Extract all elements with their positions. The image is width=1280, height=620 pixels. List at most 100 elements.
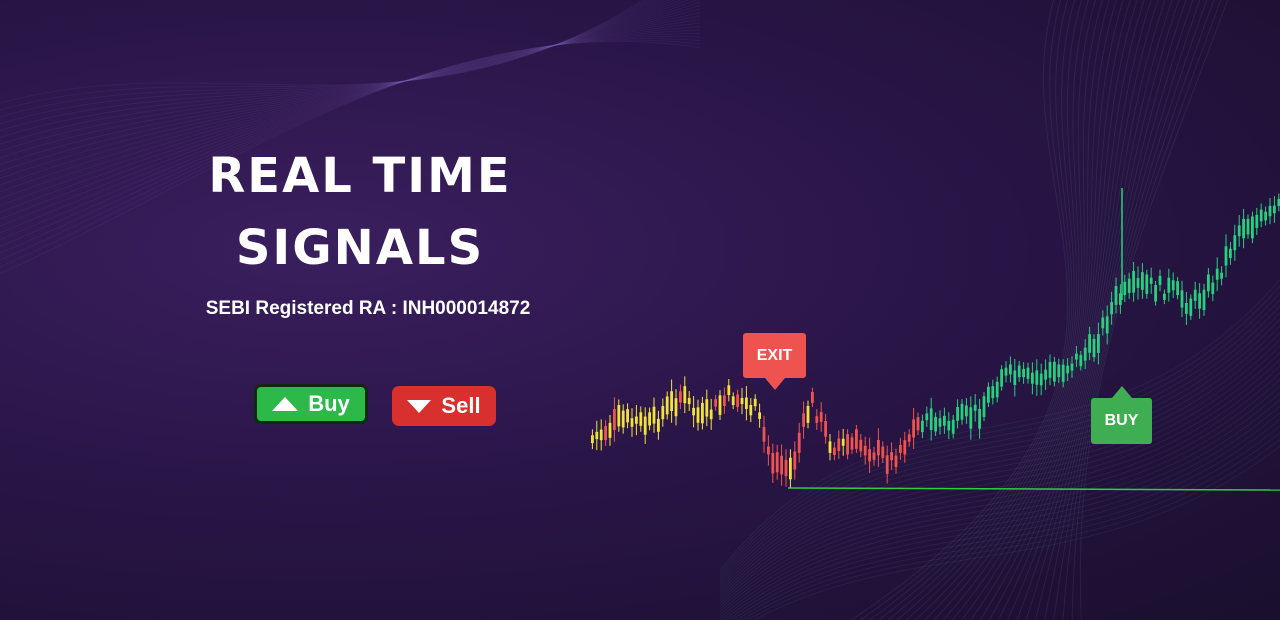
candle-body	[1268, 205, 1272, 217]
candle-body	[921, 420, 924, 433]
candle-body	[1009, 364, 1012, 375]
candle-body	[811, 391, 814, 403]
candle-body	[1233, 235, 1237, 251]
candle-body	[951, 419, 955, 434]
candle-body	[1246, 218, 1250, 235]
candle-body	[987, 386, 990, 403]
candle-body	[1004, 367, 1008, 376]
candle-body	[1215, 268, 1219, 280]
title-line-2: SIGNALS	[235, 220, 485, 276]
candle-body	[907, 434, 911, 442]
candle-body	[1070, 363, 1074, 371]
candle-body	[1088, 334, 1091, 353]
candle-body	[1167, 277, 1171, 293]
candle-body	[1198, 293, 1201, 309]
candle-body	[925, 413, 929, 421]
candle-body	[1097, 334, 1100, 353]
candle-body	[1158, 275, 1162, 285]
candle-body	[745, 397, 748, 409]
candle-body	[965, 405, 968, 417]
buy-button-label: Buy	[308, 391, 350, 416]
candle-body	[1163, 293, 1166, 300]
candle-body	[692, 407, 695, 416]
candle-body	[846, 434, 849, 455]
candle-body	[863, 445, 867, 456]
candle-body	[890, 452, 893, 461]
candle-body	[1237, 225, 1241, 237]
candle-body	[1273, 205, 1276, 214]
candle-body	[1220, 272, 1223, 279]
candle-body	[1079, 355, 1083, 367]
buy-button[interactable]: Buy	[254, 384, 368, 424]
candle-body	[1154, 285, 1157, 302]
triangle-down-icon	[407, 399, 432, 413]
candle-body	[613, 408, 616, 430]
candle-body	[718, 395, 722, 415]
candle-body	[635, 416, 638, 424]
candle-body	[621, 410, 625, 428]
candle-body	[934, 416, 937, 432]
candle-body	[969, 407, 973, 429]
candle-body	[1031, 372, 1034, 384]
candle-body	[775, 452, 779, 473]
candle-body	[819, 412, 823, 422]
sebi-registration-text: SEBI Registered RA : INH000014872	[205, 298, 531, 319]
candle-body	[982, 396, 986, 417]
candle-body	[1044, 369, 1047, 380]
candle-body	[643, 416, 647, 435]
candle-body	[872, 452, 876, 460]
candle-body	[1180, 290, 1184, 308]
candle-body	[899, 444, 902, 453]
candle-body	[701, 402, 704, 424]
buy-signal-tag: BUY	[1091, 386, 1152, 444]
candle-body	[683, 386, 687, 404]
candle-body	[1224, 246, 1228, 266]
candle-body	[1000, 369, 1003, 387]
candle-body	[1119, 293, 1122, 305]
candle-body	[855, 429, 858, 449]
candle-body	[806, 406, 810, 423]
candle-body	[1110, 302, 1113, 315]
candle-body	[916, 417, 920, 431]
candle-body	[665, 396, 669, 415]
candle-body	[599, 429, 603, 441]
candle-body	[1101, 317, 1105, 329]
candle-body	[1145, 274, 1149, 294]
candle-body	[991, 386, 995, 399]
candle-body	[815, 416, 819, 423]
candle-body	[1123, 281, 1127, 296]
candle-body	[1061, 364, 1065, 382]
sell-button-label: Sell	[441, 393, 481, 418]
candle-body	[973, 404, 977, 411]
candle-body	[758, 412, 761, 419]
candle-body	[1141, 272, 1144, 290]
candle-body	[762, 427, 766, 442]
candle-body	[753, 398, 757, 407]
candle-body	[771, 453, 775, 474]
candle-body	[885, 455, 889, 474]
candle-body	[1039, 373, 1043, 386]
candle-body	[978, 409, 981, 429]
candle-body	[850, 437, 854, 450]
candle-body	[1277, 198, 1280, 206]
candle-body	[824, 421, 827, 437]
candle-body	[1017, 365, 1021, 378]
candle-body	[591, 435, 594, 444]
candle-body	[661, 406, 665, 420]
candle-body	[1251, 216, 1254, 239]
candle-body	[960, 403, 964, 420]
candle-body	[903, 440, 907, 455]
candle-body	[767, 446, 770, 455]
candle-body	[604, 426, 607, 441]
candle-body	[696, 407, 700, 423]
candle-body	[912, 419, 915, 438]
sell-button[interactable]: Sell	[392, 386, 496, 426]
candle-body	[652, 406, 656, 424]
candle-body	[841, 438, 845, 446]
candle-body	[639, 412, 643, 426]
candle-body	[1176, 281, 1179, 296]
candle-body	[1229, 248, 1232, 259]
candle-body	[1211, 282, 1215, 295]
candle-body	[608, 422, 612, 438]
